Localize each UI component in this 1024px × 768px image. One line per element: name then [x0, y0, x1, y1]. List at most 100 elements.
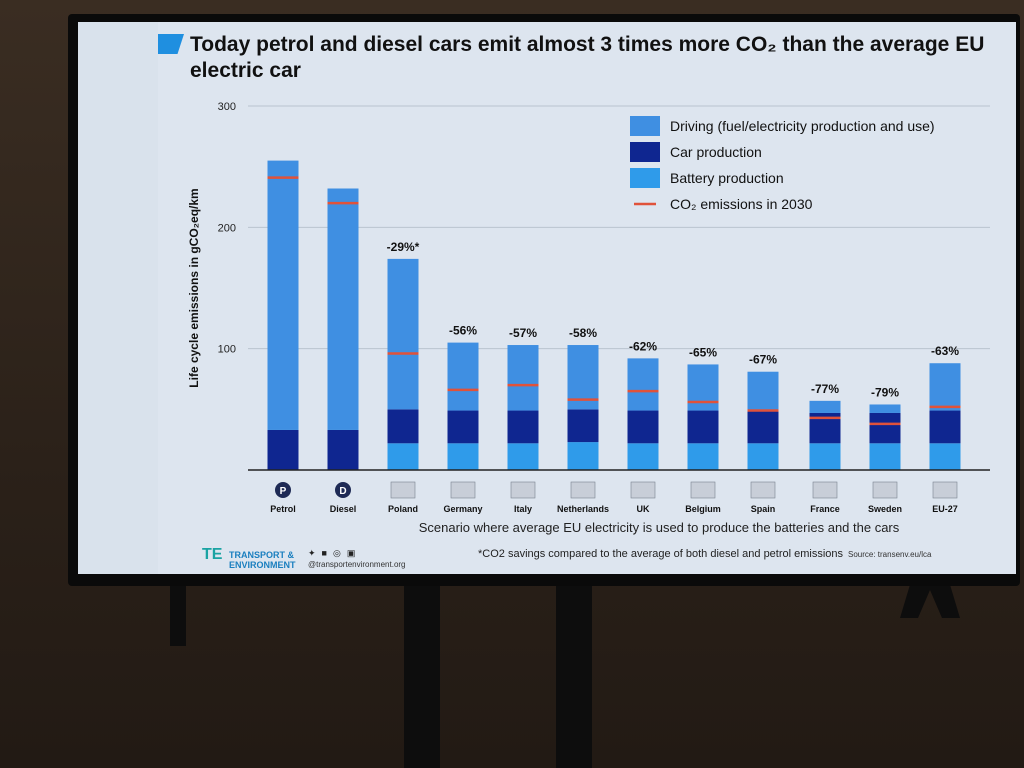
category-label: Italy [514, 504, 532, 514]
bar-segment [869, 443, 901, 470]
presentation-slide: Today petrol and diesel cars emit almost… [158, 22, 1016, 574]
bar-segment [387, 409, 419, 444]
transport-environment-logo: TE TRANSPORT & ENVIRONMENT [202, 546, 296, 571]
bar-segment [687, 410, 719, 444]
tv-stand-pole-right [556, 586, 592, 768]
bar-segment [507, 410, 539, 444]
bar-segment [447, 342, 479, 411]
country-flag-icon [390, 481, 416, 499]
bar-segment [869, 404, 901, 413]
te-logo-icon: TE [202, 546, 223, 563]
bar-segment [567, 409, 599, 443]
bar-segment [929, 363, 961, 411]
country-flag-icon [872, 481, 898, 499]
emissions-chart: 100 200 300 Life cycle emissions in gCO₂eq/… [187, 101, 990, 535]
bar-value-label: -65% [689, 345, 717, 359]
bar-segment [267, 429, 299, 470]
legend-swatch [630, 116, 660, 136]
bar-segment [387, 258, 419, 410]
legend-label: Battery production [670, 170, 784, 186]
legend-swatch [630, 168, 660, 188]
footnote: *CO2 savings compared to the average of … [478, 548, 844, 560]
country-flag-icon [812, 481, 838, 499]
bar-segment [869, 412, 901, 444]
y-axis-label: Life cycle emissions in gCO₂eq/km [187, 188, 201, 387]
category-label: Spain [751, 504, 776, 514]
legend-swatch [630, 142, 660, 162]
y-tick-label: 300 [218, 101, 236, 113]
bar-segment [809, 443, 841, 470]
fuel-badge-letter: D [339, 486, 346, 497]
bar-segment [809, 400, 841, 413]
bar-segment [627, 443, 659, 470]
bar-segment [627, 358, 659, 411]
bar-segment [747, 443, 779, 470]
bar-segment [267, 160, 299, 430]
country-flag-icon [750, 481, 776, 499]
social-icons: ✦■◎▣ [308, 548, 361, 559]
bar-segment [327, 188, 359, 430]
category-label: UK [637, 504, 650, 514]
bar-segment [507, 345, 539, 411]
category-label: Germany [443, 504, 482, 514]
fuel-badge-icon [275, 482, 291, 498]
bar-segment [929, 443, 961, 470]
bar-segment [747, 410, 779, 444]
country-flag-icon [450, 481, 476, 499]
bar-value-label: -67% [749, 353, 777, 367]
country-flag-icon [932, 481, 958, 499]
legend-label: Driving (fuel/electricity production and… [670, 118, 935, 134]
bar-segment [687, 364, 719, 411]
bar-value-label: -56% [449, 324, 477, 338]
tv-foot-left [170, 586, 186, 646]
twitter-icon: ✦ [308, 548, 322, 558]
logo-handle: @transportenvironment.org [308, 560, 406, 569]
y-tick-label: 100 [218, 344, 236, 356]
logo-text-1: TRANSPORT & [228, 550, 294, 560]
facebook-icon: ■ [321, 548, 333, 558]
legend-label: Car production [670, 144, 762, 160]
fuel-badge-icon [335, 482, 351, 498]
x-axis-label: Scenario where average EU electricity is… [419, 520, 900, 535]
category-label: Netherlands [557, 504, 609, 514]
logo-text-2: ENVIRONMENT [228, 560, 296, 570]
bar-value-label: -29%* [387, 240, 420, 254]
country-flag-icon [510, 481, 536, 499]
country-flag-icon [690, 481, 716, 499]
bar-segment [387, 443, 419, 470]
legend-label: CO₂ emissions in 2030 [670, 196, 813, 212]
linkedin-icon: ▣ [346, 548, 362, 558]
bar-value-label: -62% [629, 339, 657, 353]
bar-segment [687, 443, 719, 470]
category-label: Diesel [330, 504, 357, 514]
category-label: Poland [388, 504, 418, 514]
bar-segment [447, 443, 479, 470]
source-note: Source: transenv.eu/lca [848, 550, 932, 559]
bar-value-label: -79% [871, 385, 899, 399]
bar-segment [929, 410, 961, 444]
category-label: France [810, 504, 840, 514]
bar-segment [447, 410, 479, 444]
category-label: Belgium [685, 504, 721, 514]
bar-segment [627, 410, 659, 444]
instagram-icon: ◎ [332, 548, 347, 558]
tv-stand-pole-left [404, 586, 440, 768]
bar-value-label: -57% [509, 326, 537, 340]
country-flag-icon [570, 481, 596, 499]
bar-segment [327, 429, 359, 470]
country-flag-icon [630, 481, 656, 499]
bar-value-label: -77% [811, 382, 839, 396]
bar-segment [507, 443, 539, 470]
bar-segment [567, 442, 599, 470]
category-label: EU-27 [932, 504, 958, 514]
title-accent-shape [158, 34, 184, 54]
bar-segment [747, 371, 779, 411]
category-label: Sweden [868, 504, 902, 514]
category-label: Petrol [270, 504, 296, 514]
y-tick-label: 200 [218, 222, 236, 234]
bar-value-label: -63% [931, 344, 959, 358]
bar-value-label: -58% [569, 326, 597, 340]
tv-screen: Today petrol and diesel cars emit almost… [78, 22, 1016, 574]
fuel-badge-letter: P [280, 486, 287, 497]
slide-title: Today petrol and diesel cars emit almost… [190, 33, 985, 82]
